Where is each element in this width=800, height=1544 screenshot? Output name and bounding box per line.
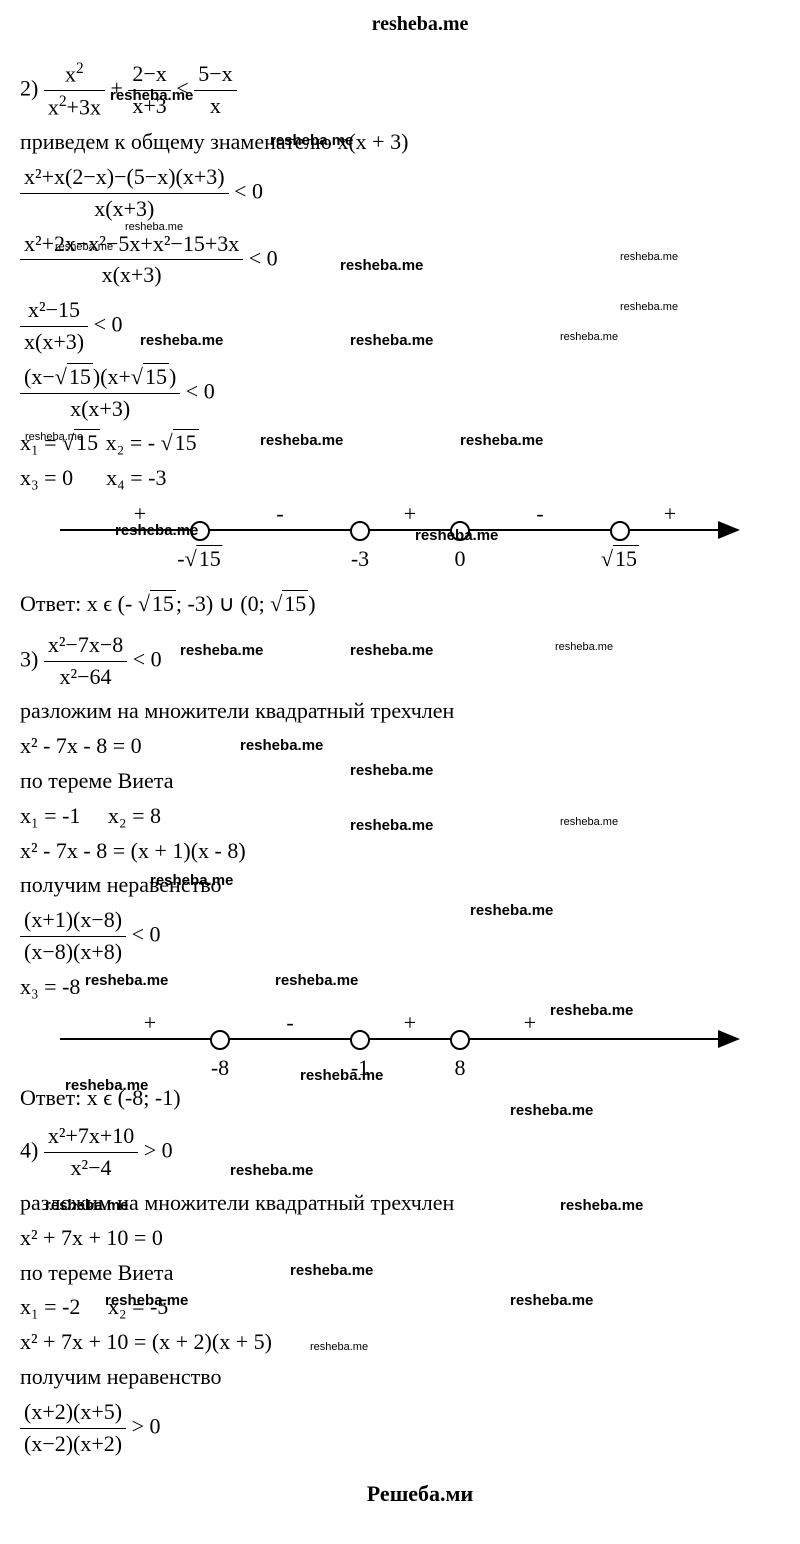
p3-fact: x² - 7x - 8 = (x + 1)(x - 8) — [20, 836, 800, 867]
p4-text3: получим неравенство — [20, 1362, 800, 1393]
page-footer: Решеба.ми — [20, 1479, 800, 1510]
p3-eq1: x² - 7x - 8 = 0 — [20, 731, 800, 762]
page-header: resheba.me — [20, 10, 800, 38]
p2-answer: Ответ: x ϵ (- 15; -3) ∪ (0; 15) — [20, 589, 800, 620]
p4-step: (x+2)(x+5)(x−2)(x+2) > 0 — [20, 1397, 800, 1460]
p2-step1: x²+x(2−x)−(5−x)(x+3)x(x+3) < 0 — [20, 162, 800, 225]
p4-fact: x² + 7x + 10 = (x + 2)(x + 5) — [20, 1327, 800, 1358]
p4-eq1: x² + 7x + 10 = 0 — [20, 1223, 800, 1254]
p3-step: (x+1)(x−8)(x−8)(x+8) < 0 — [20, 905, 800, 968]
p3-number-line: -8-18+-++ — [60, 1013, 740, 1078]
p3-text2: по тереме Виета — [20, 766, 800, 797]
p3-answer: Ответ: x ϵ (-8; -1) — [20, 1083, 800, 1114]
p4-text2: по тереме Виета — [20, 1258, 800, 1289]
p2-step3: x²−15x(x+3) < 0 — [20, 295, 800, 358]
p3-inequality: 3) x²−7x−8x²−64 < 0 — [20, 630, 800, 693]
p2-step4: (x−15)(x+15)x(x+3) < 0 — [20, 362, 800, 425]
p2-number-line: -15-3015+-+-+ — [60, 504, 740, 584]
p2-text1: приведем к общему знаменателю x(x + 3) — [20, 127, 800, 158]
p2-inequality: 2) x2x2+3x + 2−xx+3 < 5−xx — [20, 58, 800, 123]
p3-roots: x₁ = -1 x₂ = 8 — [20, 801, 800, 832]
p2-roots1: x₁ = 15 x₂ = - 15 — [20, 428, 800, 459]
p4-text1: разложим на множители квадратный трехчле… — [20, 1188, 800, 1219]
p3-text3: получим неравенство — [20, 870, 800, 901]
p2-roots2: x₃ = 0 x₄ = -3 — [20, 463, 800, 494]
p3-x3: x₃ = -8 — [20, 972, 800, 1003]
p2-step2: x²+2x−x²−5x+x²−15+3xx(x+3) < 0 — [20, 229, 800, 292]
p4-inequality: 4) x²+7x+10x²−4 > 0 — [20, 1121, 800, 1184]
p4-roots: x₁ = -2 x₂ = -5 — [20, 1292, 800, 1323]
p3-text1: разложим на множители квадратный трехчле… — [20, 696, 800, 727]
